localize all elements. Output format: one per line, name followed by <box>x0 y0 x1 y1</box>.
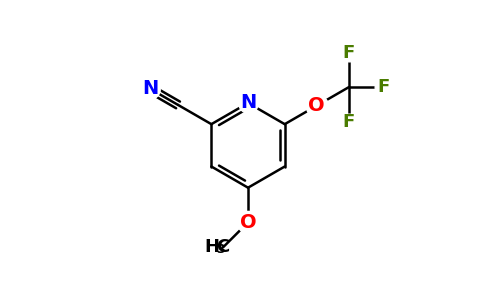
Text: F: F <box>377 78 390 96</box>
Text: N: N <box>240 94 256 112</box>
Text: F: F <box>343 44 355 62</box>
Text: C: C <box>216 238 230 256</box>
Text: O: O <box>240 213 257 232</box>
Text: N: N <box>142 79 158 98</box>
Text: F: F <box>343 113 355 131</box>
Text: H: H <box>205 238 220 256</box>
Text: O: O <box>308 96 325 115</box>
Text: 3: 3 <box>216 243 225 256</box>
